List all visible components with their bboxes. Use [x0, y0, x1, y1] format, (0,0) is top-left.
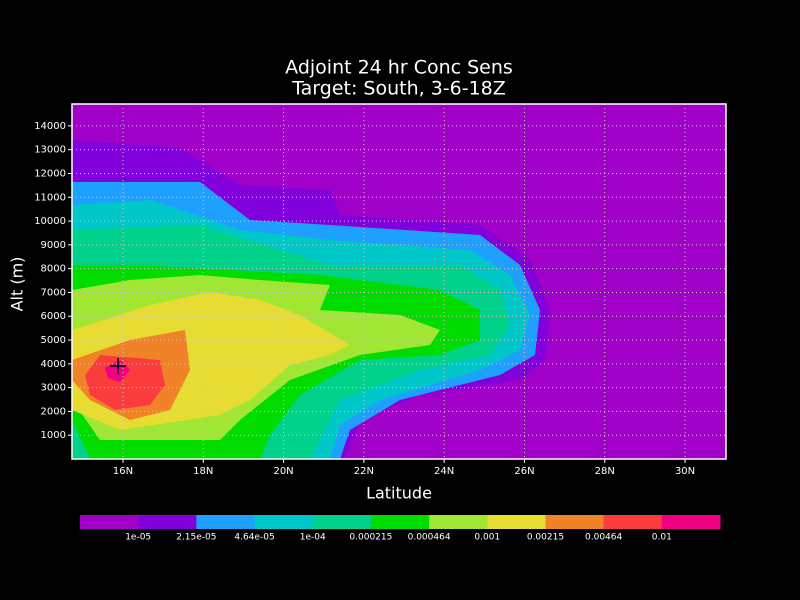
y-axis-title: Alt (m) [8, 257, 27, 312]
target-marker [110, 358, 126, 374]
colorbar-swatch [545, 515, 605, 529]
colorbar-swatch [254, 515, 314, 529]
x-tick-label: 18N [193, 466, 213, 477]
x-tick-label: 26N [514, 466, 534, 477]
colorbar-swatch [370, 515, 430, 529]
colorbar-swatch [603, 515, 663, 529]
colorbar-label: 0.000464 [408, 533, 451, 543]
x-tick-label: 24N [434, 466, 454, 477]
y-tick-label: 2000 [41, 406, 66, 417]
colorbar-swatch [80, 515, 139, 529]
y-tick-label: 7000 [41, 287, 66, 298]
colorbar-label: 4.64e-05 [234, 533, 274, 543]
y-tick-label: 10000 [34, 216, 66, 227]
x-axis-title: Latitude [366, 484, 432, 503]
chart-title: Adjoint 24 hr Conc Sens [285, 57, 513, 79]
colorbar-swatch [312, 515, 372, 529]
colorbar-label: 0.00215 [527, 533, 564, 543]
colorbar-swatch [429, 515, 488, 529]
x-tick-label: 30N [675, 466, 695, 477]
y-tick-label: 13000 [34, 145, 66, 156]
x-tick-label: 28N [595, 466, 615, 477]
x-tick-label: 16N [113, 466, 133, 477]
grid [72, 104, 726, 459]
y-tick-label: 5000 [41, 335, 66, 346]
contour-region [85, 355, 165, 410]
colorbar-label: 1e-04 [300, 533, 326, 543]
x-tick-label: 22N [354, 466, 374, 477]
y-tick-label: 9000 [41, 240, 66, 251]
contour-field [72, 104, 726, 459]
colorbar-label: 0.01 [652, 533, 672, 543]
y-tick-label: 6000 [41, 311, 66, 322]
y-tick-label: 3000 [41, 383, 66, 394]
y-tick-label: 12000 [34, 168, 66, 179]
y-tick-label: 1000 [41, 430, 66, 441]
colorbar: 1e-05 2.15e-05 4.64e-05 1e-04 0.000215 0.0004… [80, 515, 721, 543]
y-tick-label: 14000 [34, 121, 66, 132]
chart-subtitle: Target: South, 3-6-18Z [291, 78, 506, 100]
y-tick-label: 4000 [41, 359, 66, 370]
plot-frame [71, 103, 727, 460]
colorbar-swatch [487, 515, 546, 529]
colorbar-label: 0.00464 [585, 533, 622, 543]
colorbar-swatch [661, 515, 721, 529]
colorbar-label: 0.001 [474, 533, 500, 543]
colorbar-label: 1e-05 [125, 533, 151, 543]
y-tick-label: 11000 [34, 192, 66, 203]
x-tick-label: 20N [273, 466, 293, 477]
colorbar-swatch [196, 515, 256, 529]
y-tick-label: 8000 [41, 264, 66, 275]
colorbar-swatch [138, 515, 197, 529]
colorbar-label: 0.000215 [349, 533, 392, 543]
colorbar-label: 2.15e-05 [176, 533, 216, 543]
